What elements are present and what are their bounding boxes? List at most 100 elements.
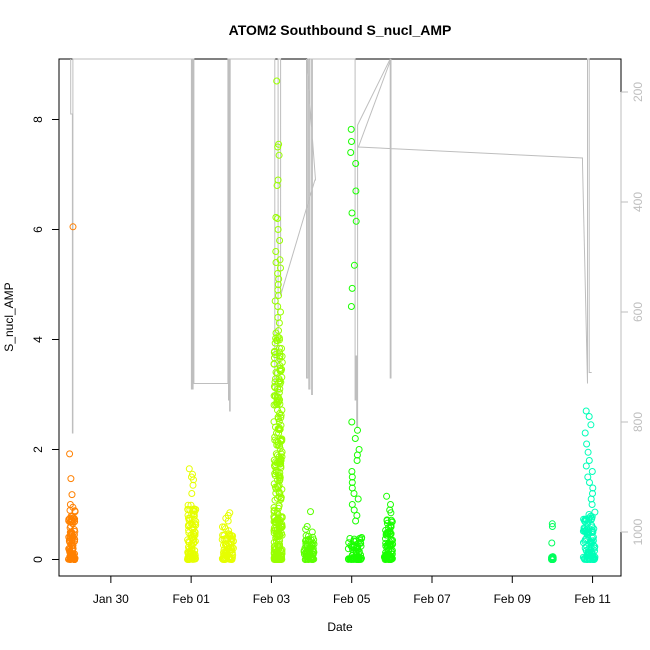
data-point xyxy=(300,548,308,556)
data-point xyxy=(387,509,395,517)
data-point xyxy=(275,493,283,501)
data-point xyxy=(190,515,198,523)
data-point xyxy=(224,517,232,525)
data-point xyxy=(69,503,77,511)
data-point xyxy=(274,215,281,222)
data-point xyxy=(68,491,76,499)
data-point xyxy=(350,490,358,497)
data-point xyxy=(585,548,593,556)
data-point xyxy=(185,529,193,537)
data-point xyxy=(278,406,286,414)
data-point xyxy=(277,367,285,375)
plot-frame xyxy=(58,58,622,577)
data-point xyxy=(352,517,360,525)
y2-axis: 200 400 600 800 1000 xyxy=(620,82,645,545)
y2-tick-label: 200 xyxy=(631,82,645,102)
data-point xyxy=(274,514,282,522)
data-point xyxy=(276,355,284,363)
x-tick-label: Feb 05 xyxy=(333,592,371,606)
data-point xyxy=(587,421,595,429)
data-point xyxy=(276,237,284,244)
data-point xyxy=(347,542,355,550)
data-point xyxy=(272,329,280,337)
data-point xyxy=(186,506,194,514)
y-tick-label: 4 xyxy=(31,336,45,343)
data-point xyxy=(354,546,362,553)
data-point xyxy=(387,521,395,529)
chart-title: ATOM2 Southbound S_nucl_AMP xyxy=(229,22,452,38)
data-point xyxy=(274,425,282,433)
data-point xyxy=(273,532,281,540)
data-point xyxy=(549,556,557,563)
data-point xyxy=(271,483,279,491)
data-point xyxy=(588,523,596,531)
data-point xyxy=(271,462,278,469)
data-point xyxy=(274,226,282,233)
data-point xyxy=(589,533,597,541)
data-point xyxy=(273,77,281,85)
data-point xyxy=(271,351,279,359)
data-point xyxy=(348,418,356,426)
data-point xyxy=(349,546,357,554)
data-point xyxy=(184,555,192,563)
y-tick-label: 8 xyxy=(31,116,45,123)
data-point xyxy=(220,541,227,549)
data-point xyxy=(270,543,278,550)
data-point xyxy=(583,440,591,448)
data-point xyxy=(586,479,593,486)
x-tick-label: Feb 03 xyxy=(253,592,291,606)
data-point xyxy=(67,475,75,483)
data-point xyxy=(271,496,279,504)
data-point xyxy=(271,297,279,305)
data-point xyxy=(383,517,391,525)
data-point xyxy=(278,548,286,556)
data-point xyxy=(277,455,285,463)
data-point xyxy=(581,544,589,552)
x-tick-label: Feb 09 xyxy=(494,592,532,606)
data-point xyxy=(271,433,279,441)
data-point xyxy=(548,523,556,530)
data-point xyxy=(309,533,317,541)
secondary-line-series xyxy=(70,58,592,434)
data-point xyxy=(270,506,278,514)
data-point xyxy=(353,457,361,464)
data-point xyxy=(270,360,278,368)
data-point xyxy=(387,555,394,563)
data-point xyxy=(276,336,283,344)
data-point xyxy=(71,528,79,535)
data-point xyxy=(351,435,359,442)
data-point xyxy=(272,468,280,476)
data-point xyxy=(382,531,390,539)
data-point xyxy=(352,160,360,167)
data-point xyxy=(278,523,286,531)
data-point xyxy=(272,368,280,376)
data-point xyxy=(307,508,314,516)
data-point xyxy=(346,535,354,542)
data-point xyxy=(69,223,77,231)
data-point xyxy=(585,457,593,464)
y-tick-label: 0 xyxy=(31,556,45,563)
data-point xyxy=(347,149,355,156)
data-point xyxy=(357,539,365,547)
data-point xyxy=(276,532,284,540)
x-tick-label: Feb 11 xyxy=(574,592,611,606)
data-point xyxy=(272,334,280,342)
data-point xyxy=(276,469,284,477)
data-point xyxy=(275,319,283,327)
data-point xyxy=(548,539,556,547)
data-point xyxy=(275,398,282,406)
data-point xyxy=(189,481,197,489)
data-point xyxy=(225,530,233,538)
data-point xyxy=(276,385,284,393)
data-point xyxy=(588,501,596,508)
data-point xyxy=(66,515,74,522)
y2-tick-label: 600 xyxy=(631,302,645,322)
data-point xyxy=(587,495,595,503)
data-point xyxy=(588,468,596,475)
data-point xyxy=(273,182,281,189)
data-point xyxy=(272,450,280,458)
data-points xyxy=(65,77,599,563)
data-point xyxy=(277,546,285,554)
data-point xyxy=(354,495,362,503)
